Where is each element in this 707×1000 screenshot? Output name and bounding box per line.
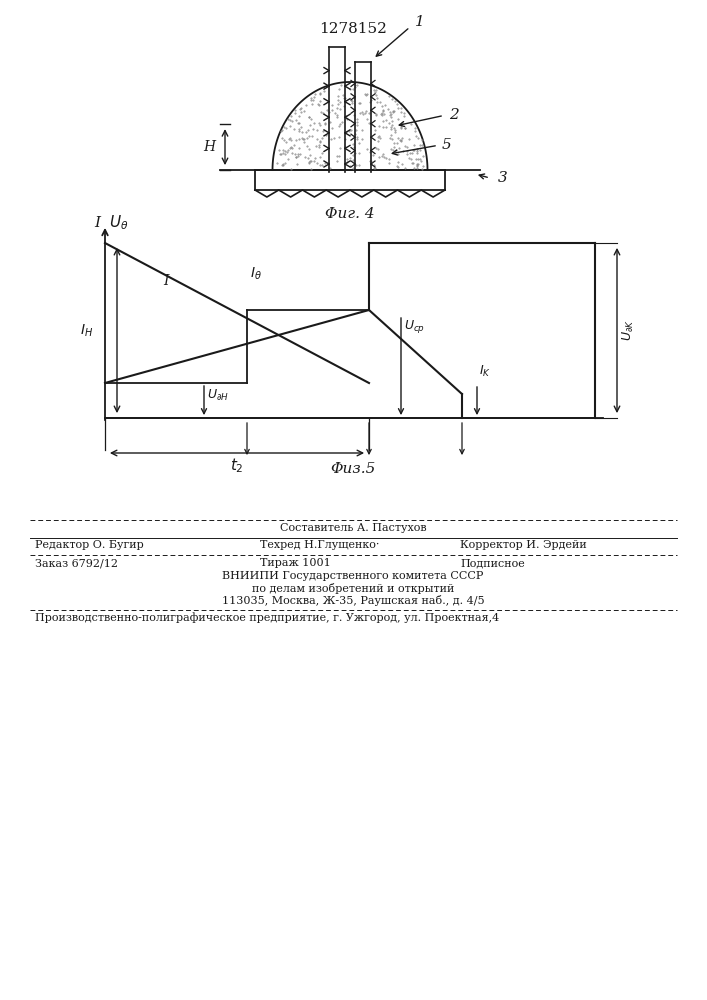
Text: 2: 2 [449,108,459,122]
Text: $I_\theta$: $I_\theta$ [250,266,262,282]
Text: 1: 1 [415,15,425,29]
Text: 113035, Москва, Ж-35, Раушская наб., д. 4/5: 113035, Москва, Ж-35, Раушская наб., д. … [222,595,484,606]
Text: Заказ 6792/12: Заказ 6792/12 [35,558,118,568]
Text: Производственно-полиграфическое предприятие, г. Ужгород, ул. Проектная,4: Производственно-полиграфическое предприя… [35,612,499,623]
Text: $I_H$: $I_H$ [80,322,93,339]
Text: I: I [163,274,168,288]
Text: $U_\theta$: $U_\theta$ [109,214,129,232]
Text: 3: 3 [498,171,508,185]
Text: I: I [94,216,100,230]
Text: $U_{\partial H}$: $U_{\partial H}$ [207,388,229,403]
Text: H: H [203,140,215,154]
Text: 5: 5 [442,138,452,152]
Text: Φиз.5: Φиз.5 [330,462,375,476]
Text: Φиг. 4: Φиг. 4 [325,207,375,221]
Text: Корректор И. Эрдейи: Корректор И. Эрдейи [460,540,587,550]
Text: $t_2$: $t_2$ [230,456,244,475]
Text: $I_K$: $I_K$ [479,364,491,379]
Text: ВНИИПИ Государственного комитета СССР: ВНИИПИ Государственного комитета СССР [222,571,484,581]
Text: $U_{cp}$: $U_{cp}$ [404,318,425,335]
Text: 1278152: 1278152 [319,22,387,36]
Text: Составитель А. Пастухов: Составитель А. Пастухов [280,523,426,533]
Text: Редактор О. Бугир: Редактор О. Бугир [35,540,144,550]
Text: Техред Н.Глущенко·: Техред Н.Глущенко· [260,540,380,550]
Text: $U_{\partial K}$: $U_{\partial K}$ [621,320,636,341]
Text: Подписное: Подписное [460,558,525,568]
Text: Тираж 1001: Тираж 1001 [260,558,331,568]
Text: по делам изобретений и открытий: по делам изобретений и открытий [252,583,454,594]
